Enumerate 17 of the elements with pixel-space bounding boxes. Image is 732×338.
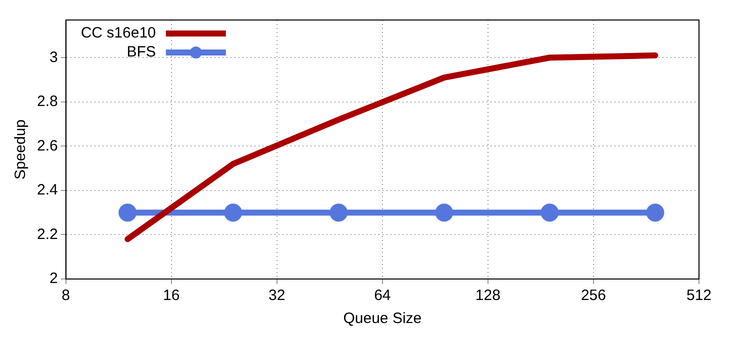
x-tick-label: 8 xyxy=(62,287,70,304)
x-tick-label: 32 xyxy=(268,287,286,304)
x-tick-label: 256 xyxy=(580,287,606,304)
legend-label: BFS xyxy=(126,44,156,61)
x-axis-title: Queue Size xyxy=(343,310,422,328)
y-tick-label: 2.4 xyxy=(36,182,58,199)
x-tick-label: 128 xyxy=(475,287,500,304)
legend-label: CC s16e10 xyxy=(80,24,156,42)
y-tick-label: 2 xyxy=(50,270,58,288)
x-tick-label: 16 xyxy=(163,287,180,304)
y-tick-label: 2.2 xyxy=(36,226,58,243)
y-tick-label: 2.8 xyxy=(36,93,58,110)
y-tick-label: 3 xyxy=(50,48,58,66)
y-axis-title: Speedup xyxy=(12,119,30,180)
x-tick-label: 64 xyxy=(374,287,391,304)
x-tick-label: 512 xyxy=(686,287,712,304)
y-tick-label: 2.6 xyxy=(36,137,58,154)
